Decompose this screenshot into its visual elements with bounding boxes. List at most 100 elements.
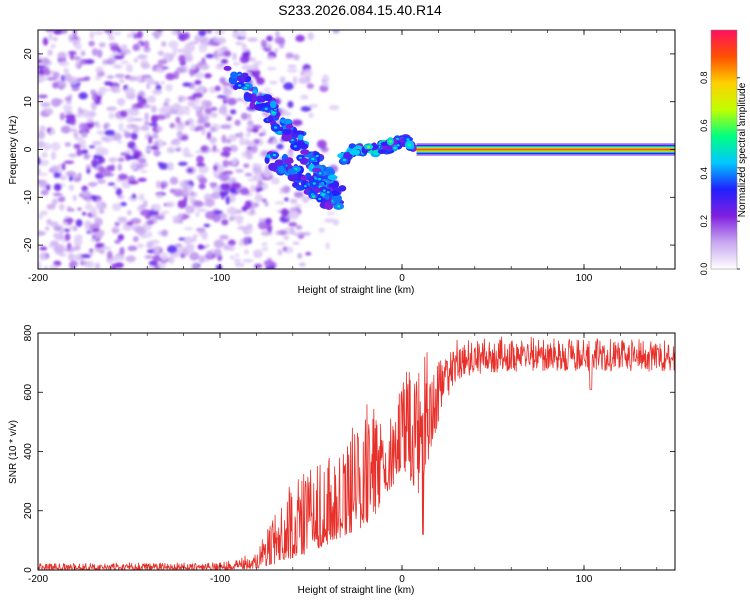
spectrogram-noise-blob — [40, 102, 51, 108]
spectrogram-noise-blob — [111, 132, 122, 141]
spectrogram-noise-blob — [117, 234, 125, 241]
spectrogram-noise-blob — [229, 109, 237, 115]
colorbar-tick-label: 0.6 — [699, 119, 709, 132]
spectrogram-y-ticks: 20 10 0 -10 -20 — [23, 48, 675, 252]
spectrogram-noise-blob — [254, 75, 260, 80]
lower-branch-core — [322, 189, 326, 192]
upper-branch-blob — [262, 94, 273, 102]
spectrogram-noise-blob — [48, 32, 53, 41]
spectrogram-noise-blob — [126, 221, 134, 226]
spectrogram-noise-blob — [197, 116, 205, 125]
upper-branch — [223, 65, 347, 204]
spectrogram-noise-blob — [190, 64, 197, 70]
spectrogram-noise-blob — [82, 211, 87, 216]
spectrogram-noise-blob — [114, 221, 120, 227]
spectrogram-noise-blob — [179, 193, 190, 197]
spectrogram-noise-blob — [74, 137, 83, 141]
lower-branch-core — [312, 182, 316, 185]
snr-y-ticks: 0 200 400 600 800 — [23, 324, 675, 573]
spectrogram-noise-blob — [288, 221, 298, 227]
spectrogram-noise-blob — [49, 221, 59, 228]
spectrogram-noise-blob — [184, 244, 195, 253]
spectrogram-noise-blob — [71, 85, 80, 92]
spectrogram-noise-blob — [124, 149, 132, 155]
snr-y-tick-label: 200 — [23, 502, 34, 519]
spectrogram-noise-blob — [136, 206, 143, 212]
spectrogram-noise-blob — [108, 36, 115, 41]
spectrogram-noise-blob — [74, 42, 82, 51]
spectrogram-noise-blob — [228, 134, 238, 142]
spectrogram-noise-blob — [214, 248, 222, 258]
spectrogram-noise-blob — [282, 185, 291, 194]
near-zero-tail — [337, 134, 418, 165]
spectrogram-noise-blob — [117, 173, 129, 181]
spectrogram-noise-blob — [249, 184, 256, 193]
spectrogram-noise-blob — [125, 64, 134, 73]
spectrogram-noise-blob — [244, 172, 253, 177]
spectrogram-noise-blob — [51, 97, 62, 107]
spectrogram-noise-blob — [161, 105, 171, 115]
lower-branch-core — [321, 193, 325, 196]
spectrogram-noise-blob — [139, 169, 148, 174]
lower-branch-core — [311, 195, 316, 198]
spectrogram-noise-blob — [75, 219, 83, 227]
spectrogram-noise-blob — [328, 105, 340, 111]
snr-x-label: Height of straight line (km) — [298, 585, 415, 596]
spectrogram-noise-blob — [290, 227, 295, 235]
spectrogram-noise-blob — [233, 258, 241, 264]
spectrogram-noise-blob — [332, 218, 340, 226]
spectrogram-noise-blob — [282, 246, 288, 252]
spectrogram-noise-blob — [109, 157, 119, 162]
spectrogram-noise-blob — [50, 128, 56, 135]
spectrogram-noise-blob — [115, 187, 123, 197]
spectrogram-noise-blob — [47, 49, 53, 56]
spectrogram-noise-blob — [191, 263, 200, 269]
spectrogram-noise-blob — [212, 213, 221, 223]
snr-panel: -200 -100 0 100 0 200 400 600 800 Height of str… — [8, 324, 676, 596]
spectrogram-noise-blob — [122, 129, 128, 134]
spectrogram-noise-blob — [292, 241, 300, 245]
spectrogram-noise-blob — [56, 233, 63, 240]
spectrogram-noise-blob — [250, 128, 260, 133]
spectrogram-noise-blob — [86, 260, 95, 269]
spectrogram-noise-blob — [66, 242, 72, 250]
spectrogram-noise-blob — [38, 212, 43, 220]
spectrogram-noise-blob — [53, 183, 62, 191]
spectrogram-noise-blob — [161, 229, 169, 237]
spectrogram-noise-blob — [275, 241, 286, 246]
snr-y-tick-label: 0 — [23, 567, 34, 573]
spectrogram-noise-blob — [119, 110, 128, 118]
spectrogram-noise-blob — [77, 106, 83, 116]
spectrogram-noise-blob — [131, 148, 138, 153]
spectrogram-noise-blob — [50, 43, 56, 49]
spectrogram-noise-blob — [298, 76, 309, 85]
snr-x-ticks: -200 -100 0 100 — [28, 333, 658, 585]
spectrogram-noise-blob — [40, 189, 49, 196]
spectrogram-noise-blob — [59, 203, 65, 211]
spectrogram-noise-blob — [118, 122, 124, 131]
spectrogram-noise-blob — [122, 225, 133, 232]
spectrogram-noise-blob — [289, 198, 298, 204]
spectrogram-noise-blob — [143, 199, 148, 208]
spectrogram-noise-blob — [183, 236, 194, 245]
upper-branch-core — [311, 157, 315, 161]
spectrogram-noise-blob — [226, 97, 237, 106]
spectrogram-noise-blob — [219, 234, 229, 240]
spectrogram-noise-blob — [227, 239, 236, 246]
spectrogram-noise-blob — [63, 228, 71, 233]
spectrogram-noise-blob — [193, 192, 198, 197]
spectrogram-noise-blob — [239, 188, 250, 196]
upper-branch-blob — [223, 65, 232, 71]
spectrogram-noise-blob — [59, 112, 65, 121]
spectrogram-noise-blob — [127, 245, 138, 252]
spectrogram-noise-blob — [206, 30, 212, 34]
spectrogram-noise-blob — [252, 202, 260, 208]
spectrogram-noise-blob — [137, 54, 148, 59]
spectrogram-noise-blob — [161, 41, 167, 47]
near-zero-tail-core — [395, 137, 399, 141]
spectrogram-noise-blob — [178, 237, 186, 241]
upper-branch-blob — [230, 71, 238, 79]
spectrogram-noise-blob — [86, 111, 97, 118]
upper-branch-blob — [270, 100, 277, 109]
